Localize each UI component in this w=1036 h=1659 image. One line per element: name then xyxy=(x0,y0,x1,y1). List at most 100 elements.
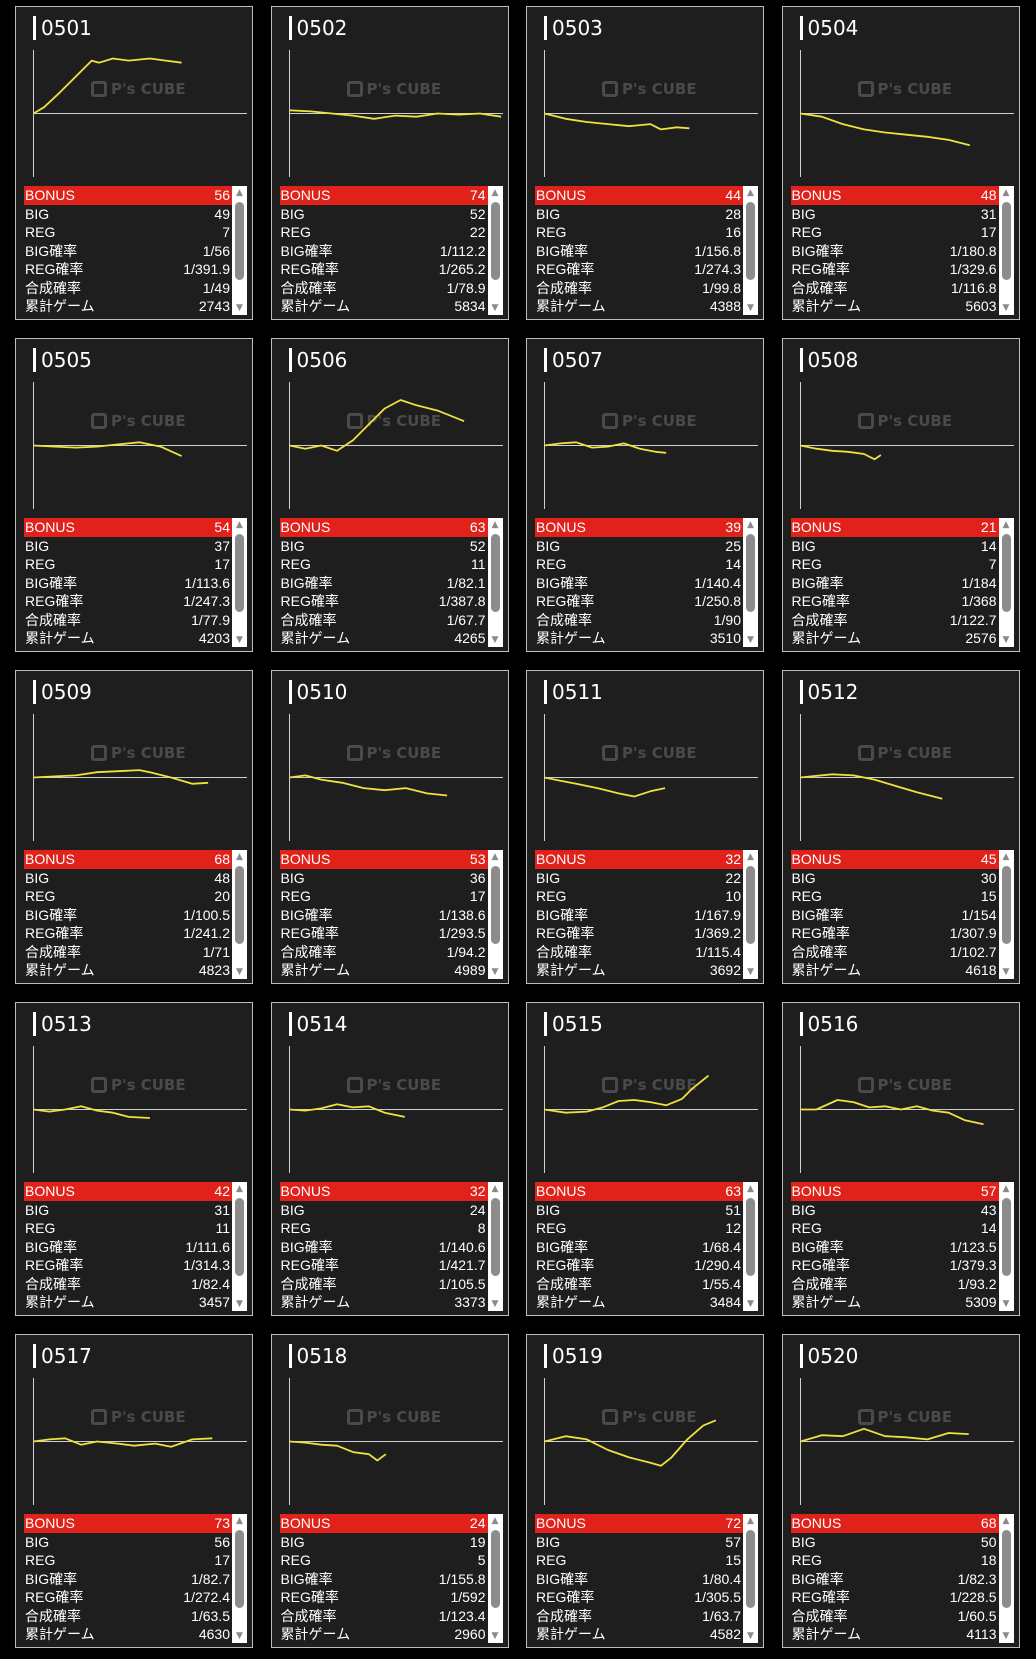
stats-scrollbar[interactable]: ▲ ▼ xyxy=(743,850,758,979)
stats-scrollbar[interactable]: ▲ ▼ xyxy=(232,518,247,647)
scroll-up-arrow-icon[interactable]: ▲ xyxy=(491,1516,499,1526)
machine-card[interactable]: 0517 P's CUBE BONUS 73 BIG 56 REG 17 BIG… xyxy=(15,1334,253,1648)
scroll-down-arrow-icon[interactable]: ▼ xyxy=(1002,1299,1010,1309)
scroll-down-arrow-icon[interactable]: ▼ xyxy=(491,1631,499,1641)
scroll-up-arrow-icon[interactable]: ▲ xyxy=(491,1184,499,1194)
machine-card[interactable]: 0501 P's CUBE BONUS 56 BIG 49 REG 7 BIG確… xyxy=(15,6,253,320)
stats-scrollbar[interactable]: ▲ ▼ xyxy=(487,186,503,315)
stats-scrollbar[interactable]: ▲ ▼ xyxy=(998,186,1014,315)
scroll-down-arrow-icon[interactable]: ▼ xyxy=(236,967,243,977)
stats-scrollbar[interactable]: ▲ ▼ xyxy=(998,850,1014,979)
scroll-up-arrow-icon[interactable]: ▲ xyxy=(747,1516,754,1526)
scroll-up-arrow-icon[interactable]: ▲ xyxy=(236,1184,243,1194)
scroll-up-arrow-icon[interactable]: ▲ xyxy=(236,1516,243,1526)
machine-card[interactable]: 0511 P's CUBE BONUS 32 BIG 22 REG 10 BIG… xyxy=(526,670,764,984)
scroll-thumb[interactable] xyxy=(746,202,755,280)
stats-scrollbar[interactable]: ▲ ▼ xyxy=(487,518,503,647)
scroll-thumb[interactable] xyxy=(235,534,244,612)
scroll-up-arrow-icon[interactable]: ▲ xyxy=(236,520,243,530)
scroll-up-arrow-icon[interactable]: ▲ xyxy=(491,520,499,530)
scroll-down-arrow-icon[interactable]: ▼ xyxy=(747,635,754,645)
scroll-thumb[interactable] xyxy=(490,202,500,280)
stats-scrollbar[interactable]: ▲ ▼ xyxy=(232,1182,247,1311)
scroll-up-arrow-icon[interactable]: ▲ xyxy=(236,852,243,862)
scroll-down-arrow-icon[interactable]: ▼ xyxy=(491,967,499,977)
machine-card[interactable]: 0504 P's CUBE BONUS 48 BIG 31 REG 17 BIG… xyxy=(781,6,1020,320)
machine-card[interactable]: 0509 P's CUBE BONUS 68 BIG 48 REG 20 BIG… xyxy=(15,670,253,984)
scroll-down-arrow-icon[interactable]: ▼ xyxy=(491,1299,499,1309)
machine-card[interactable]: 0507 P's CUBE BONUS 39 BIG 25 REG 14 BIG… xyxy=(526,338,764,652)
machine-card[interactable]: 0519 P's CUBE BONUS 72 BIG 57 REG 15 BIG… xyxy=(526,1334,764,1648)
scroll-down-arrow-icon[interactable]: ▼ xyxy=(491,303,499,313)
stats-scrollbar[interactable]: ▲ ▼ xyxy=(743,518,758,647)
stats-scrollbar[interactable]: ▲ ▼ xyxy=(743,186,758,315)
scroll-thumb[interactable] xyxy=(235,866,244,944)
scroll-down-arrow-icon[interactable]: ▼ xyxy=(236,635,243,645)
scroll-up-arrow-icon[interactable]: ▲ xyxy=(747,852,754,862)
stats-scrollbar[interactable]: ▲ ▼ xyxy=(232,1514,247,1643)
stats-scrollbar[interactable]: ▲ ▼ xyxy=(487,1182,503,1311)
scroll-down-arrow-icon[interactable]: ▼ xyxy=(747,303,754,313)
scroll-down-arrow-icon[interactable]: ▼ xyxy=(1002,303,1010,313)
machine-card[interactable]: 0502 P's CUBE BONUS 74 BIG 52 REG 22 BIG… xyxy=(270,6,509,320)
scroll-thumb[interactable] xyxy=(1001,202,1011,280)
scroll-thumb[interactable] xyxy=(746,534,755,612)
scroll-up-arrow-icon[interactable]: ▲ xyxy=(1002,852,1010,862)
machine-card[interactable]: 0505 P's CUBE BONUS 54 BIG 37 REG 17 BIG… xyxy=(15,338,253,652)
scroll-thumb[interactable] xyxy=(235,1530,244,1608)
machine-card[interactable]: 0506 P's CUBE BONUS 63 BIG 52 REG 11 BIG… xyxy=(270,338,509,652)
scroll-thumb[interactable] xyxy=(490,1530,500,1608)
scroll-down-arrow-icon[interactable]: ▼ xyxy=(491,635,499,645)
scroll-thumb[interactable] xyxy=(1001,866,1011,944)
machine-card[interactable]: 0518 P's CUBE BONUS 24 BIG 19 REG 5 BIG確… xyxy=(270,1334,509,1648)
scroll-thumb[interactable] xyxy=(746,1198,755,1276)
machine-card[interactable]: 0513 P's CUBE BONUS 42 BIG 31 REG 11 BIG… xyxy=(15,1002,253,1316)
scroll-thumb[interactable] xyxy=(490,534,500,612)
scroll-down-arrow-icon[interactable]: ▼ xyxy=(747,1631,754,1641)
machine-card[interactable]: 0503 P's CUBE BONUS 44 BIG 28 REG 16 BIG… xyxy=(526,6,764,320)
scroll-up-arrow-icon[interactable]: ▲ xyxy=(1002,1184,1010,1194)
scroll-up-arrow-icon[interactable]: ▲ xyxy=(491,188,499,198)
stats-scrollbar[interactable]: ▲ ▼ xyxy=(998,1182,1014,1311)
stats-scrollbar[interactable]: ▲ ▼ xyxy=(998,518,1014,647)
scroll-thumb[interactable] xyxy=(490,866,500,944)
scroll-up-arrow-icon[interactable]: ▲ xyxy=(747,1184,754,1194)
scroll-down-arrow-icon[interactable]: ▼ xyxy=(236,303,243,313)
machine-card[interactable]: 0510 P's CUBE BONUS 53 BIG 36 REG 17 BIG… xyxy=(270,670,509,984)
machine-card[interactable]: 0520 P's CUBE BONUS 68 BIG 50 REG 18 BIG… xyxy=(781,1334,1020,1648)
scroll-down-arrow-icon[interactable]: ▼ xyxy=(747,967,754,977)
scroll-thumb[interactable] xyxy=(746,866,755,944)
machine-card[interactable]: 0508 P's CUBE BONUS 21 BIG 14 REG 7 BIG確… xyxy=(781,338,1020,652)
machine-card[interactable]: 0516 P's CUBE BONUS 57 BIG 43 REG 14 BIG… xyxy=(781,1002,1020,1316)
scroll-up-arrow-icon[interactable]: ▲ xyxy=(747,520,754,530)
scroll-down-arrow-icon[interactable]: ▼ xyxy=(1002,1631,1010,1641)
scroll-thumb[interactable] xyxy=(1001,1530,1011,1608)
stats-scrollbar[interactable]: ▲ ▼ xyxy=(232,186,247,315)
machine-card[interactable]: 0515 P's CUBE BONUS 63 BIG 51 REG 12 BIG… xyxy=(526,1002,764,1316)
scroll-up-arrow-icon[interactable]: ▲ xyxy=(491,852,499,862)
stats-scrollbar[interactable]: ▲ ▼ xyxy=(487,1514,503,1643)
machine-card[interactable]: 0514 P's CUBE BONUS 32 BIG 24 REG 8 BIG確… xyxy=(270,1002,509,1316)
scroll-thumb[interactable] xyxy=(235,1198,244,1276)
scroll-up-arrow-icon[interactable]: ▲ xyxy=(747,188,754,198)
scroll-down-arrow-icon[interactable]: ▼ xyxy=(236,1299,243,1309)
scroll-down-arrow-icon[interactable]: ▼ xyxy=(747,1299,754,1309)
scroll-down-arrow-icon[interactable]: ▼ xyxy=(1002,635,1010,645)
stats-scrollbar[interactable]: ▲ ▼ xyxy=(487,850,503,979)
scroll-thumb[interactable] xyxy=(1001,1198,1011,1276)
scroll-thumb[interactable] xyxy=(490,1198,500,1276)
scroll-up-arrow-icon[interactable]: ▲ xyxy=(1002,520,1010,530)
scroll-up-arrow-icon[interactable]: ▲ xyxy=(1002,1516,1010,1526)
scroll-thumb[interactable] xyxy=(746,1530,755,1608)
stats-scrollbar[interactable]: ▲ ▼ xyxy=(998,1514,1014,1643)
stats-scrollbar[interactable]: ▲ ▼ xyxy=(743,1182,758,1311)
scroll-up-arrow-icon[interactable]: ▲ xyxy=(1002,188,1010,198)
scroll-up-arrow-icon[interactable]: ▲ xyxy=(236,188,243,198)
scroll-thumb[interactable] xyxy=(235,202,244,280)
machine-card[interactable]: 0512 P's CUBE BONUS 45 BIG 30 REG 15 BIG… xyxy=(781,670,1020,984)
stats-scrollbar[interactable]: ▲ ▼ xyxy=(743,1514,758,1643)
scroll-down-arrow-icon[interactable]: ▼ xyxy=(236,1631,243,1641)
stats-scrollbar[interactable]: ▲ ▼ xyxy=(232,850,247,979)
scroll-down-arrow-icon[interactable]: ▼ xyxy=(1002,967,1010,977)
scroll-thumb[interactable] xyxy=(1001,534,1011,612)
